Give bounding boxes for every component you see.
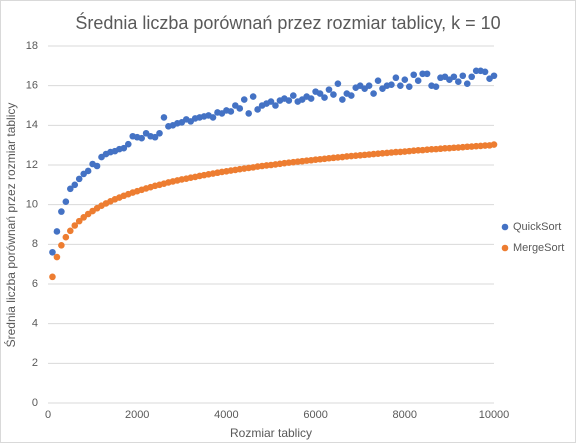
point bbox=[58, 208, 65, 215]
y-tick-label: 8 bbox=[32, 238, 38, 250]
point bbox=[365, 82, 373, 89]
legend-label: QuickSort bbox=[513, 221, 561, 233]
y-tick-label: 10 bbox=[26, 199, 38, 211]
point bbox=[272, 102, 279, 109]
point bbox=[227, 108, 235, 115]
chart-title: Średnia liczba porównań przez rozmiar ta… bbox=[75, 12, 500, 33]
point bbox=[75, 217, 83, 225]
y-axis-title: Średnia liczba porównań przez rozmiar ta… bbox=[3, 103, 18, 348]
point bbox=[240, 96, 248, 103]
point bbox=[459, 72, 467, 80]
point bbox=[254, 106, 261, 113]
point bbox=[414, 77, 422, 85]
point bbox=[347, 92, 355, 99]
y-tick-label: 6 bbox=[32, 278, 38, 290]
point bbox=[455, 78, 462, 85]
point bbox=[392, 74, 400, 82]
point bbox=[285, 97, 293, 104]
point bbox=[490, 72, 498, 80]
legend-marker bbox=[501, 244, 509, 252]
y-tick-label: 12 bbox=[26, 159, 38, 171]
point bbox=[49, 248, 56, 256]
x-tick-label: 10000 bbox=[479, 409, 510, 421]
point bbox=[267, 98, 275, 105]
y-tick-label: 4 bbox=[32, 318, 38, 330]
point bbox=[160, 114, 168, 121]
point bbox=[124, 140, 132, 148]
point bbox=[49, 273, 56, 281]
point bbox=[67, 227, 74, 235]
point bbox=[321, 94, 328, 101]
point bbox=[236, 105, 244, 112]
point bbox=[397, 82, 404, 89]
point bbox=[84, 167, 92, 175]
point bbox=[374, 77, 382, 85]
x-tick-label: 8000 bbox=[393, 409, 417, 421]
y-tick-label: 2 bbox=[32, 357, 38, 369]
point bbox=[151, 133, 159, 141]
point bbox=[245, 110, 252, 117]
point bbox=[450, 73, 458, 81]
y-tick-label: 0 bbox=[32, 397, 38, 409]
x-tick-label: 2000 bbox=[125, 409, 149, 421]
point bbox=[93, 162, 101, 170]
y-tick-label: 14 bbox=[26, 119, 38, 131]
point bbox=[423, 70, 431, 78]
point bbox=[71, 222, 79, 229]
point bbox=[290, 92, 297, 99]
x-tick-label: 6000 bbox=[303, 409, 327, 421]
point bbox=[481, 68, 489, 76]
point bbox=[468, 73, 476, 81]
x-tick-label: 4000 bbox=[214, 409, 238, 421]
x-tick-label: 0 bbox=[45, 409, 51, 421]
point bbox=[156, 129, 163, 137]
point bbox=[405, 83, 413, 90]
point bbox=[432, 83, 440, 90]
point bbox=[75, 175, 83, 183]
point bbox=[339, 96, 346, 103]
point bbox=[325, 86, 333, 93]
y-tick-label: 16 bbox=[26, 80, 38, 92]
point bbox=[138, 134, 145, 142]
point bbox=[388, 81, 395, 88]
point bbox=[401, 76, 409, 84]
point bbox=[120, 144, 128, 152]
point bbox=[53, 228, 61, 235]
legend-marker bbox=[501, 223, 509, 231]
point bbox=[249, 93, 257, 100]
point bbox=[53, 253, 61, 261]
point bbox=[67, 185, 74, 193]
x-axis-title: Rozmiar tablicy bbox=[230, 426, 312, 440]
point bbox=[62, 198, 70, 205]
point bbox=[330, 91, 337, 98]
point bbox=[463, 80, 471, 87]
point bbox=[490, 141, 498, 148]
y-tick-label: 18 bbox=[26, 40, 38, 52]
point bbox=[334, 80, 342, 87]
point bbox=[58, 242, 65, 249]
point bbox=[71, 181, 79, 189]
point bbox=[209, 114, 217, 121]
point bbox=[316, 90, 324, 97]
legend-label: MergeSort bbox=[513, 242, 564, 254]
point bbox=[370, 90, 377, 97]
point bbox=[410, 71, 418, 79]
point bbox=[62, 233, 70, 241]
point bbox=[307, 95, 315, 102]
